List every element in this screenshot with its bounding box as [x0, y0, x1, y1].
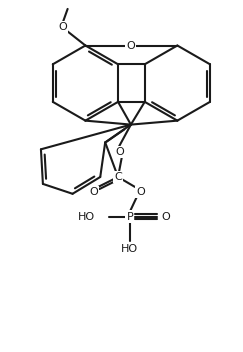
Text: O: O: [127, 40, 135, 50]
Text: O: O: [58, 22, 67, 32]
Text: C: C: [114, 172, 122, 182]
Text: O: O: [161, 212, 170, 221]
Text: O: O: [136, 187, 145, 197]
Text: HO: HO: [121, 244, 139, 254]
Text: HO: HO: [78, 212, 95, 221]
Text: P: P: [127, 212, 133, 221]
Text: O: O: [116, 147, 124, 157]
Text: O: O: [89, 187, 98, 197]
